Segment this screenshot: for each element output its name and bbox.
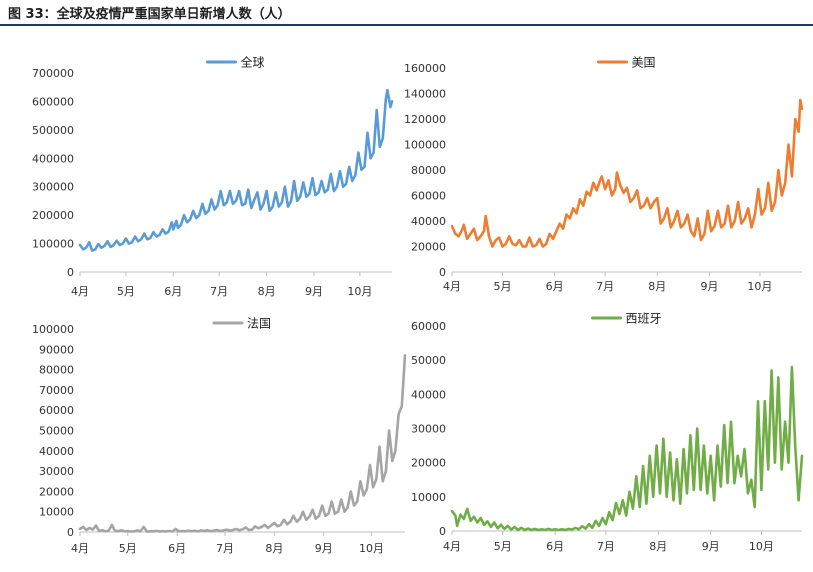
x-tick-label: 4月 <box>443 280 461 293</box>
x-tick-label: 7月 <box>597 540 615 553</box>
x-tick-label: 8月 <box>265 542 283 555</box>
x-tick-label: 7月 <box>216 542 234 555</box>
y-tick-label: 140000 <box>404 88 446 101</box>
y-tick-label: 10000 <box>411 491 446 504</box>
x-tick-label: 10月 <box>359 542 384 555</box>
y-tick-label: 400000 <box>32 152 74 165</box>
x-tick-label: 9月 <box>700 280 718 293</box>
x-tick-label: 8月 <box>648 280 666 293</box>
y-tick-label: 80000 <box>411 164 446 177</box>
y-tick-label: 40000 <box>39 445 74 458</box>
legend-label: 西班牙 <box>626 312 662 326</box>
y-tick-label: 40000 <box>411 388 446 401</box>
x-tick-label: 7月 <box>596 280 614 293</box>
legend-label: 全球 <box>241 55 265 70</box>
y-tick-label: 60000 <box>39 404 74 417</box>
y-tick-label: 100000 <box>32 323 74 336</box>
y-tick-label: 50000 <box>39 425 74 438</box>
x-tick-label: 9月 <box>315 542 333 555</box>
x-tick-label: 5月 <box>117 285 135 298</box>
y-tick-label: 30000 <box>411 423 446 436</box>
y-tick-label: 60000 <box>411 320 446 333</box>
y-tick-label: 700000 <box>32 67 74 80</box>
y-tick-label: 20000 <box>39 485 74 498</box>
y-tick-label: 60000 <box>411 190 446 203</box>
x-tick-label: 10月 <box>749 540 774 553</box>
y-tick-label: 90000 <box>39 343 74 356</box>
figure-title: 图 33：全球及疫情严重国家单日新增人数（人） <box>8 7 291 22</box>
y-tick-label: 160000 <box>404 62 446 75</box>
chart-spain: 0 10000 20000 30000 40000 50000 60000 4月 5月 6月 7月 8… <box>411 312 804 553</box>
y-tick-label: 80000 <box>39 364 74 377</box>
x-tick-label: 10月 <box>747 280 772 293</box>
x-tick-label: 9月 <box>305 285 323 298</box>
x-tick-label: 5月 <box>494 540 512 553</box>
y-tick-label: 0 <box>439 525 446 538</box>
series-line-2 <box>450 98 804 248</box>
chart-global: 0 100000 200000 300000 400000 500000 600000 700… <box>32 55 394 298</box>
x-tick-label: 5月 <box>119 542 137 555</box>
chart-france: 0 10000 20000 30000 40000 50000 60000 70000 8000… <box>32 317 407 555</box>
x-tick-label: 9月 <box>702 540 720 553</box>
y-tick-label: 100000 <box>32 238 74 251</box>
y-tick-label: 100000 <box>404 139 446 152</box>
x-tick-label: 8月 <box>258 285 276 298</box>
legend-label: 美国 <box>632 56 656 70</box>
x-tick-label: 10月 <box>347 285 372 298</box>
x-tick-label: 8月 <box>649 540 667 553</box>
legend-label: 法国 <box>247 317 271 331</box>
y-tick-label: 200000 <box>32 209 74 222</box>
y-tick-label: 0 <box>439 266 446 279</box>
y-tick-label: 0 <box>67 526 74 539</box>
y-tick-label: 20000 <box>411 457 446 470</box>
title-divider <box>0 24 813 26</box>
y-tick-label: 0 <box>67 266 74 279</box>
y-tick-label: 300000 <box>32 181 74 194</box>
series-line-3 <box>78 354 407 533</box>
series-line-1 <box>78 88 394 252</box>
x-tick-label: 6月 <box>168 542 186 555</box>
y-tick-label: 70000 <box>39 384 74 397</box>
y-tick-label: 120000 <box>404 113 446 126</box>
x-tick-label: 6月 <box>546 540 564 553</box>
y-tick-label: 30000 <box>39 465 74 478</box>
series-line-4 <box>450 365 804 532</box>
y-tick-label: 20000 <box>411 241 446 254</box>
x-tick-label: 4月 <box>71 542 89 555</box>
x-tick-label: 4月 <box>443 540 461 553</box>
x-tick-label: 5月 <box>493 280 511 293</box>
y-tick-label: 40000 <box>411 215 446 228</box>
x-tick-label: 7月 <box>210 285 228 298</box>
y-tick-label: 10000 <box>39 506 74 519</box>
x-tick-label: 6月 <box>546 280 564 293</box>
y-tick-label: 50000 <box>411 354 446 367</box>
x-tick-label: 6月 <box>164 285 182 298</box>
y-tick-label: 500000 <box>32 124 74 137</box>
y-tick-label: 600000 <box>32 95 74 108</box>
chart-usa: 0 20000 40000 60000 80000 100000 120000 140000 1… <box>404 56 804 293</box>
x-tick-label: 4月 <box>71 285 89 298</box>
